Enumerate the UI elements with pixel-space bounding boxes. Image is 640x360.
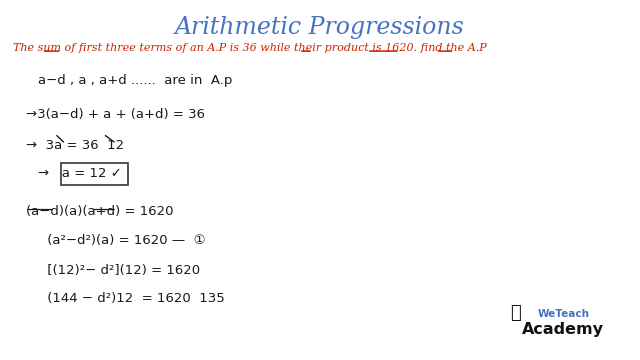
Text: Arithmetic Progressions: Arithmetic Progressions (175, 16, 465, 39)
Text: (144 − d²)12  = 1620  135: (144 − d²)12 = 1620 135 (26, 292, 225, 305)
Text: WeTeach: WeTeach (537, 309, 589, 319)
Text: (a²−d²)(a) = 1620 —  ①: (a²−d²)(a) = 1620 — ① (26, 234, 205, 247)
Text: a−d , a , a+d ......  are in  A.p: a−d , a , a+d ...... are in A.p (38, 74, 233, 87)
Text: Academy: Academy (522, 321, 604, 337)
Text: →   a = 12 ✓: → a = 12 ✓ (38, 167, 122, 180)
Text: (a−d)(a)(a+d) = 1620: (a−d)(a)(a+d) = 1620 (26, 205, 173, 218)
Text: The sum of first three terms of an A.P is 36 while their product is 1620. find t: The sum of first three terms of an A.P i… (13, 43, 486, 53)
Text: →3(a−d) + a + (a+d) = 36: →3(a−d) + a + (a+d) = 36 (26, 108, 205, 121)
Text: →  3a = 36  12: → 3a = 36 12 (26, 139, 124, 152)
Text: 🎓: 🎓 (510, 304, 520, 322)
Text: [(12)²− d²](12) = 1620: [(12)²− d²](12) = 1620 (26, 264, 200, 276)
